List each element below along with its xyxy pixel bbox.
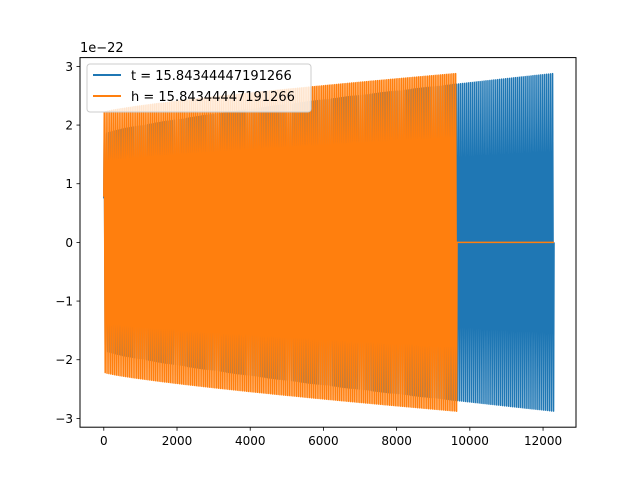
y-tick-label: −1	[55, 295, 73, 309]
y-tick-label: 3	[65, 60, 73, 74]
legend-box	[86, 63, 312, 113]
legend: t = 15.84344447191266 h = 15.84344447191…	[86, 63, 312, 113]
x-tick-label: 6000	[308, 434, 339, 448]
x-tick-label: 8000	[381, 434, 412, 448]
y-tick-label: −3	[55, 412, 73, 426]
legend-label-series-1: h = 15.84344447191266	[131, 90, 295, 105]
y-tick-label: 2	[65, 119, 73, 133]
y-axis-ticks: −3 −2 −1 0 1 2 3	[55, 60, 80, 426]
y-axis-offset-text: 1e−22	[80, 41, 124, 56]
legend-label-series-0: t = 15.84344447191266	[131, 69, 292, 84]
y-tick-label: 1	[65, 177, 73, 191]
y-tick-label: 0	[65, 236, 73, 250]
x-tick-label: 12000	[524, 434, 562, 448]
y-tick-label: −2	[55, 353, 73, 367]
x-tick-label: 0	[100, 434, 108, 448]
series-layer	[103, 72, 555, 412]
x-tick-label: 10000	[451, 434, 489, 448]
x-axis-ticks: 0 2000 4000 6000 8000 10000 12000	[100, 427, 562, 448]
x-tick-label: 2000	[162, 434, 193, 448]
x-tick-label: 4000	[235, 434, 266, 448]
